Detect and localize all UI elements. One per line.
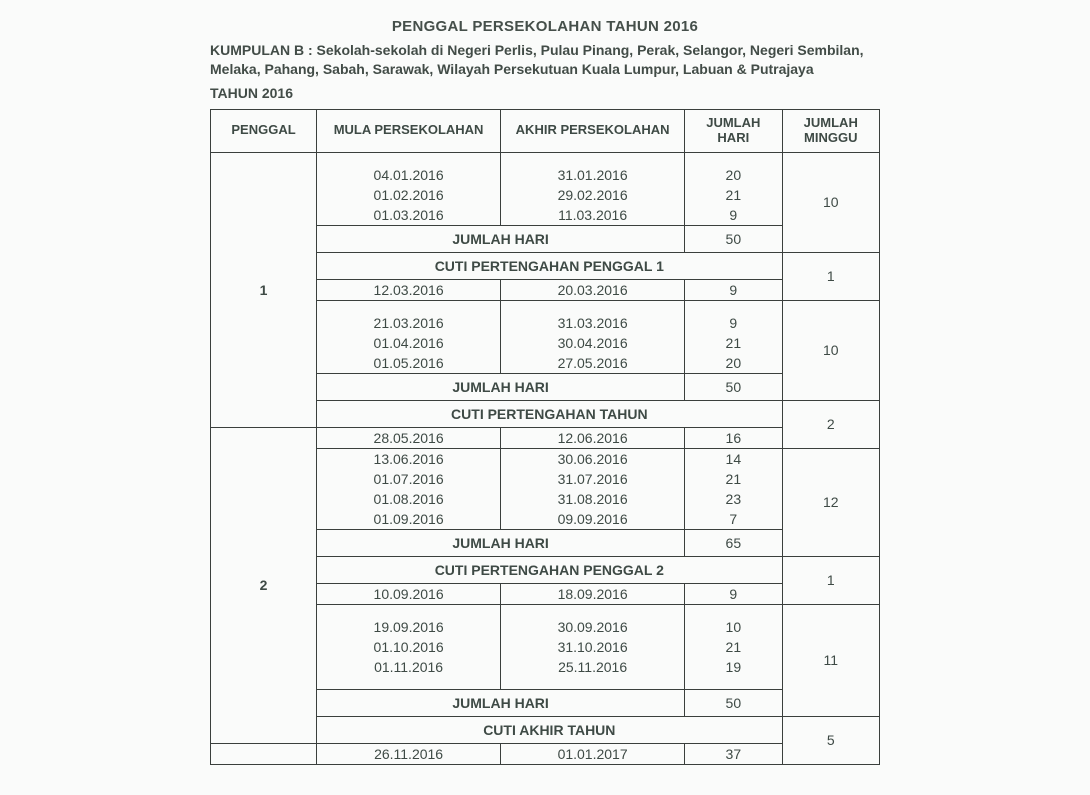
cell: 18.09.2016 (501, 583, 685, 604)
cell: 01.05.2016 (317, 353, 501, 374)
cell: 28.05.2016 (317, 427, 501, 448)
cuti-at-weeks: 5 (782, 716, 879, 764)
document-year: TAHUN 2016 (210, 85, 880, 101)
document-subtitle: KUMPULAN B : Sekolah-sekolah di Negeri P… (210, 41, 880, 79)
cell: 01.01.2017 (501, 743, 685, 764)
cell: 30.06.2016 (501, 448, 685, 469)
col-penggal: PENGGAL (211, 109, 317, 152)
cell: 13.06.2016 (317, 448, 501, 469)
jumlah-hari-label: JUMLAH HARI (317, 529, 685, 556)
block1a-weeks: 10 (782, 152, 879, 252)
cell: 01.07.2016 (317, 469, 501, 489)
cell: 21 (685, 333, 782, 353)
cell: 01.03.2016 (317, 205, 501, 226)
cell: 9 (685, 205, 782, 226)
cuti-pp2-weeks: 1 (782, 556, 879, 604)
cell: 01.02.2016 (317, 185, 501, 205)
penggal-2-label: 2 (211, 427, 317, 743)
schedule-table: PENGGAL MULA PERSEKOLAHAN AKHIR PERSEKOL… (210, 109, 880, 765)
cell: 12.06.2016 (501, 427, 685, 448)
cell: 9 (685, 583, 782, 604)
cell: 7 (685, 509, 782, 530)
cell: 01.08.2016 (317, 489, 501, 509)
cell: 11.03.2016 (501, 205, 685, 226)
cell: 27.05.2016 (501, 353, 685, 374)
cell: 21 (685, 469, 782, 489)
cell: 30.04.2016 (501, 333, 685, 353)
block2b-total: 50 (685, 689, 782, 716)
cell: 20 (685, 165, 782, 185)
cell: 16 (685, 427, 782, 448)
cell: 20.03.2016 (501, 279, 685, 300)
cuti-pp1-weeks: 1 (782, 252, 879, 300)
cell: 9 (685, 313, 782, 333)
cell: 31.08.2016 (501, 489, 685, 509)
cuti-at-label: CUTI AKHIR TAHUN (317, 716, 782, 743)
cell: 01.11.2016 (317, 657, 501, 677)
cell: 12.03.2016 (317, 279, 501, 300)
block2a-total: 65 (685, 529, 782, 556)
document-title: PENGGAL PERSEKOLAHAN TAHUN 2016 (210, 18, 880, 35)
jumlah-hari-label: JUMLAH HARI (317, 689, 685, 716)
penggal-1-label: 1 (211, 152, 317, 427)
header-row: PENGGAL MULA PERSEKOLAHAN AKHIR PERSEKOL… (211, 109, 880, 152)
cell: 01.09.2016 (317, 509, 501, 530)
cell: 21 (685, 185, 782, 205)
cell: 26.11.2016 (317, 743, 501, 764)
cell: 19.09.2016 (317, 617, 501, 637)
cell: 09.09.2016 (501, 509, 685, 530)
document-page: PENGGAL PERSEKOLAHAN TAHUN 2016 KUMPULAN… (0, 0, 1090, 795)
cell: 23 (685, 489, 782, 509)
cell: 14 (685, 448, 782, 469)
jumlah-hari-label: JUMLAH HARI (317, 225, 685, 252)
cell: 10.09.2016 (317, 583, 501, 604)
cell: 9 (685, 279, 782, 300)
col-minggu: JUMLAH MINGGU (782, 109, 879, 152)
cell: 21 (685, 637, 782, 657)
jumlah-hari-label: JUMLAH HARI (317, 373, 685, 400)
cell: 04.01.2016 (317, 165, 501, 185)
cell: 19 (685, 657, 782, 677)
cuti-pp2-label: CUTI PERTENGAHAN PENGGAL 2 (317, 556, 782, 583)
col-hari: JUMLAH HARI (685, 109, 782, 152)
cell: 21.03.2016 (317, 313, 501, 333)
cell: 10 (685, 617, 782, 637)
cuti-pt-label: CUTI PERTENGAHAN TAHUN (317, 400, 782, 427)
cell: 30.09.2016 (501, 617, 685, 637)
cell: 25.11.2016 (501, 657, 685, 677)
block2a-weeks: 12 (782, 448, 879, 556)
cell: 37 (685, 743, 782, 764)
cell: 20 (685, 353, 782, 374)
block1b-total: 50 (685, 373, 782, 400)
col-mula: MULA PERSEKOLAHAN (317, 109, 501, 152)
block2b-weeks: 11 (782, 604, 879, 716)
cell: 01.10.2016 (317, 637, 501, 657)
cell: 31.07.2016 (501, 469, 685, 489)
cuti-pt-weeks: 2 (782, 400, 879, 448)
cell: 31.03.2016 (501, 313, 685, 333)
cell: 31.01.2016 (501, 165, 685, 185)
block1b-weeks: 10 (782, 300, 879, 400)
cell: 31.10.2016 (501, 637, 685, 657)
block1a-total: 50 (685, 225, 782, 252)
cell: 29.02.2016 (501, 185, 685, 205)
col-akhir: AKHIR PERSEKOLAHAN (501, 109, 685, 152)
cell: 01.04.2016 (317, 333, 501, 353)
cuti-pp1-label: CUTI PERTENGAHAN PENGGAL 1 (317, 252, 782, 279)
